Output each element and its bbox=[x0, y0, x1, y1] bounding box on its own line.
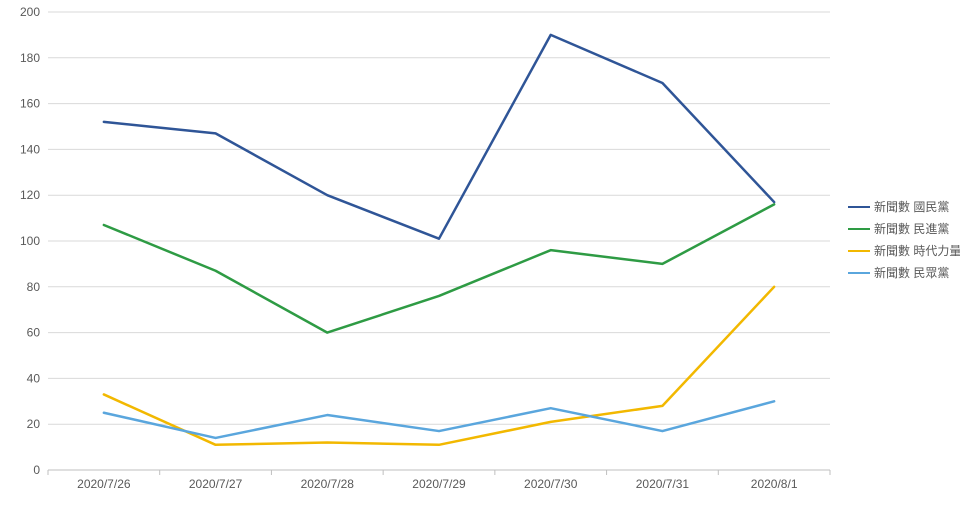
y-tick-label: 40 bbox=[27, 371, 41, 385]
legend-item: 新聞數 時代力量 bbox=[848, 242, 960, 259]
y-tick-label: 140 bbox=[20, 142, 40, 156]
x-tick-label: 2020/7/26 bbox=[77, 477, 131, 491]
x-tick-label: 2020/7/29 bbox=[412, 477, 466, 491]
y-tick-label: 180 bbox=[20, 51, 40, 65]
legend-label: 新聞數 國民黨 bbox=[874, 198, 949, 215]
legend-swatch bbox=[848, 250, 870, 252]
legend-swatch bbox=[848, 272, 870, 274]
y-tick-label: 160 bbox=[20, 97, 40, 111]
legend-label: 新聞數 民進黨 bbox=[874, 220, 949, 237]
x-tick-label: 2020/7/30 bbox=[524, 477, 578, 491]
x-tick-label: 2020/8/1 bbox=[751, 477, 798, 491]
x-tick-label: 2020/7/28 bbox=[301, 477, 355, 491]
y-tick-label: 60 bbox=[27, 326, 41, 340]
legend-label: 新聞數 時代力量 bbox=[874, 242, 960, 259]
series-line bbox=[104, 35, 774, 239]
y-tick-label: 200 bbox=[20, 5, 40, 19]
chart-container: 0 20 40 60 80 100 120 140 160 180 200 2020/7/26 2020… bbox=[0, 0, 960, 508]
legend-item: 新聞數 民進黨 bbox=[848, 220, 949, 237]
line-chart: 0 20 40 60 80 100 120 140 160 180 200 2020/7/26 2020… bbox=[0, 0, 960, 508]
series-line bbox=[104, 204, 774, 332]
y-tick-label: 0 bbox=[33, 463, 40, 477]
series-line bbox=[104, 287, 774, 445]
y-tick-label: 20 bbox=[27, 417, 41, 431]
x-tick-label: 2020/7/31 bbox=[636, 477, 690, 491]
series-line bbox=[104, 401, 774, 438]
legend-label: 新聞數 民眾黨 bbox=[874, 264, 949, 281]
legend-item: 新聞數 民眾黨 bbox=[848, 264, 949, 281]
legend-swatch bbox=[848, 228, 870, 230]
legend-swatch bbox=[848, 206, 870, 208]
y-tick-label: 100 bbox=[20, 234, 40, 248]
x-tick-label: 2020/7/27 bbox=[189, 477, 243, 491]
legend-item: 新聞數 國民黨 bbox=[848, 198, 949, 215]
y-tick-label: 120 bbox=[20, 188, 40, 202]
y-tick-label: 80 bbox=[27, 280, 41, 294]
